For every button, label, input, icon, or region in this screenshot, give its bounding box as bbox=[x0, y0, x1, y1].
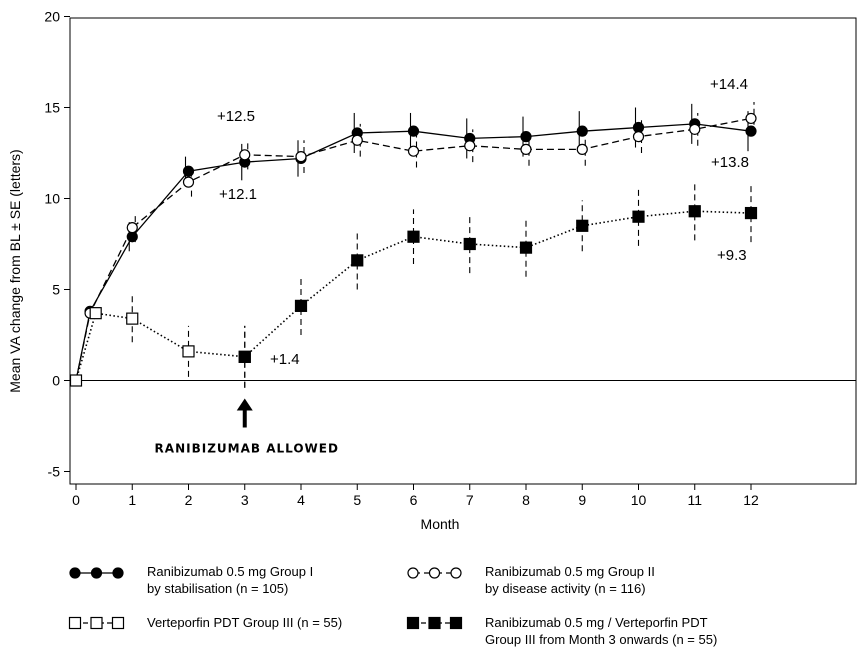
data-point bbox=[463, 237, 476, 251]
legend-marker bbox=[428, 567, 441, 579]
data-point bbox=[519, 241, 533, 254]
data-point bbox=[238, 350, 251, 363]
data-annotation: +14.4 bbox=[710, 76, 748, 93]
data-point bbox=[464, 140, 476, 152]
series-line bbox=[244, 210, 752, 358]
data-point bbox=[126, 312, 139, 325]
y-tick-label: -5 bbox=[48, 464, 61, 480]
data-point bbox=[295, 151, 307, 163]
legend-marker bbox=[112, 567, 124, 579]
legend-marker bbox=[450, 567, 462, 579]
legend-marker bbox=[90, 616, 103, 630]
data-point bbox=[351, 134, 363, 146]
legend-label: Ranibizumab 0.5 mg / Verteporfin PDT bbox=[485, 615, 708, 630]
data-point bbox=[576, 219, 589, 232]
y-tick-label: 5 bbox=[52, 282, 60, 298]
ranibizumab-allowed-label: RANIBIZUMAB ALLOWED bbox=[155, 442, 339, 456]
data-annotation: +13.8 bbox=[711, 154, 749, 171]
y-tick-label: 0 bbox=[52, 373, 60, 389]
data-point bbox=[294, 299, 308, 312]
data-annotation: +12.5 bbox=[217, 108, 255, 125]
data-point bbox=[239, 149, 251, 161]
data-point bbox=[576, 143, 588, 155]
series-group3b bbox=[238, 182, 758, 388]
x-tick-label: 0 bbox=[72, 492, 80, 508]
x-tick-label: 2 bbox=[185, 492, 193, 508]
legend-marker bbox=[90, 567, 103, 579]
legend-label-line2: by stabilisation (n = 105) bbox=[147, 581, 288, 596]
series-line bbox=[75, 123, 752, 381]
data-annotation: +12.1 bbox=[219, 186, 257, 203]
data-point bbox=[632, 210, 645, 223]
legend-marker bbox=[428, 616, 441, 630]
data-point bbox=[689, 123, 701, 135]
legend-label-line2: by disease activity (n = 116) bbox=[485, 581, 646, 596]
data-point bbox=[745, 112, 757, 125]
legend-item-group1: Ranibizumab 0.5 mg Group I by stabilisati… bbox=[69, 564, 313, 596]
legend-label: Ranibizumab 0.5 mg Group II bbox=[485, 564, 655, 579]
series-layer bbox=[69, 102, 758, 388]
data-point bbox=[69, 374, 83, 387]
legend-marker bbox=[407, 567, 419, 579]
data-annotation: +1.4 bbox=[270, 351, 300, 368]
legend-label: Verteporfin PDT Group III (n = 55) bbox=[147, 615, 342, 630]
x-tick-label: 5 bbox=[353, 492, 361, 508]
x-tick-label: 4 bbox=[297, 492, 305, 508]
y-tick-label: 10 bbox=[44, 191, 60, 207]
x-tick-label: 8 bbox=[522, 492, 530, 508]
x-tick-label: 12 bbox=[743, 492, 759, 508]
x-tick-label: 9 bbox=[578, 492, 586, 508]
x-tick-label: 11 bbox=[687, 492, 702, 508]
x-tick-label: 7 bbox=[466, 492, 474, 508]
data-point bbox=[182, 345, 195, 358]
data-point bbox=[688, 205, 701, 218]
series-line bbox=[75, 312, 245, 381]
x-axis-title: Month bbox=[421, 516, 460, 532]
plot-frame bbox=[69, 17, 857, 485]
y-axis-title: Mean VA change from BL ± SE (letters) bbox=[7, 149, 23, 392]
data-point bbox=[89, 307, 102, 320]
data-point bbox=[520, 143, 532, 155]
series-line bbox=[75, 117, 752, 381]
data-point bbox=[351, 254, 364, 267]
legend-marker bbox=[449, 616, 463, 630]
legend-label: Ranibizumab 0.5 mg Group I bbox=[147, 564, 313, 579]
data-point bbox=[407, 125, 420, 137]
data-point bbox=[182, 176, 195, 188]
legend-marker bbox=[68, 616, 82, 630]
data-annotation: +9.3 bbox=[717, 247, 747, 264]
legend-marker bbox=[406, 616, 420, 630]
x-tick-label: 3 bbox=[241, 492, 249, 508]
legend-marker bbox=[111, 616, 125, 630]
legend-item-group3: Verteporfin PDT Group III (n = 55) bbox=[68, 615, 342, 630]
x-tick-label: 1 bbox=[128, 492, 136, 508]
x-tick-label: 6 bbox=[410, 492, 418, 508]
axes bbox=[69, 17, 857, 485]
y-tick-label: 20 bbox=[44, 9, 60, 25]
up-arrow-head-icon bbox=[236, 398, 253, 411]
data-point bbox=[407, 145, 420, 157]
series-group3 bbox=[69, 294, 251, 388]
legend: Ranibizumab 0.5 mg Group I by stabilisati… bbox=[68, 564, 717, 647]
data-point bbox=[632, 131, 645, 143]
data-point bbox=[126, 222, 138, 234]
y-tick-label: 15 bbox=[44, 100, 60, 116]
legend-label-line2: Group III from Month 3 onwards (n = 55) bbox=[485, 632, 717, 647]
legend-item-group3b: Ranibizumab 0.5 mg / Verteporfin PDT Grou… bbox=[406, 615, 717, 647]
x-axis-ticks: 0 1 2 3 4 5 6 7 8 9 10 11 12 bbox=[72, 484, 759, 508]
annotation-layer: +12.5 +12.1 +1.4 +14.4 +13.8 +9.3 RANIBIZUMAB … bbox=[155, 76, 749, 456]
legend-marker bbox=[69, 567, 81, 579]
x-tick-label: 10 bbox=[631, 492, 647, 508]
data-point bbox=[407, 230, 420, 243]
legend-item-group2: Ranibizumab 0.5 mg Group II by disease ac… bbox=[407, 564, 655, 596]
data-point bbox=[744, 206, 758, 220]
y-axis-ticks: -5 0 5 10 15 20 bbox=[44, 9, 70, 480]
